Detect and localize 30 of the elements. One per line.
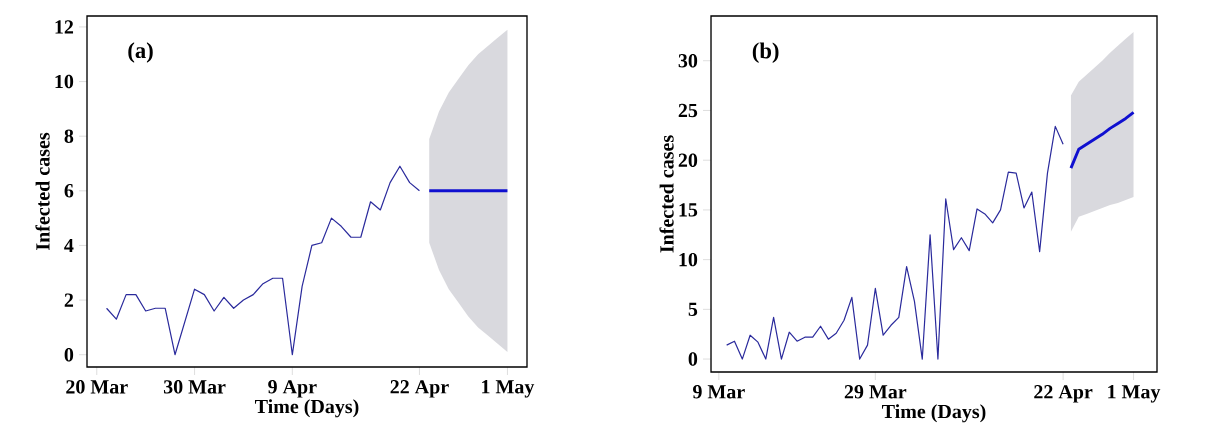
y-tick-label: 6 [64,184,74,198]
x-tick-label: 9 Mar [693,385,745,399]
x-axis-title: Time (Days) [255,399,359,418]
line-series [726,125,1064,360]
x-tick-label: 20 Mar [66,380,128,394]
y-axis-title: Infected cases [659,135,674,253]
y-tick-label: 10 [679,252,698,267]
y-tick-label: 2 [64,293,74,307]
y-tick-label: 4 [64,238,74,253]
x-tick-label: 1 May [482,380,535,398]
y-tick-label: 8 [64,129,74,143]
y-tick-label: 0 [64,347,74,362]
y-tick-label: 30 [678,54,698,68]
annotation: (a) [128,42,153,63]
y-tick-label: 20 [678,153,698,167]
x-tick-label: 22 Apr [390,380,449,398]
annotation: (b) [752,42,779,64]
x-axis-title: Time (Days) [882,404,986,423]
x-tick-label: 22 Apr [1034,385,1093,403]
y-tick-label: 10 [55,74,74,89]
y-axis-title: Infected cases [35,132,50,250]
x-tick-label: 9 Apr [268,380,317,398]
x-tick-label: 1 May [1108,385,1161,403]
x-tick-label: 29 Mar [844,385,907,399]
x-tick-label: 30 Mar [163,380,226,394]
y-tick-label: 5 [688,302,698,316]
y-tick-label: 12 [55,20,74,34]
y-tick-label: 15 [679,203,698,217]
y-tick-label: 0 [688,352,698,366]
y-tick-label: 25 [678,103,698,118]
